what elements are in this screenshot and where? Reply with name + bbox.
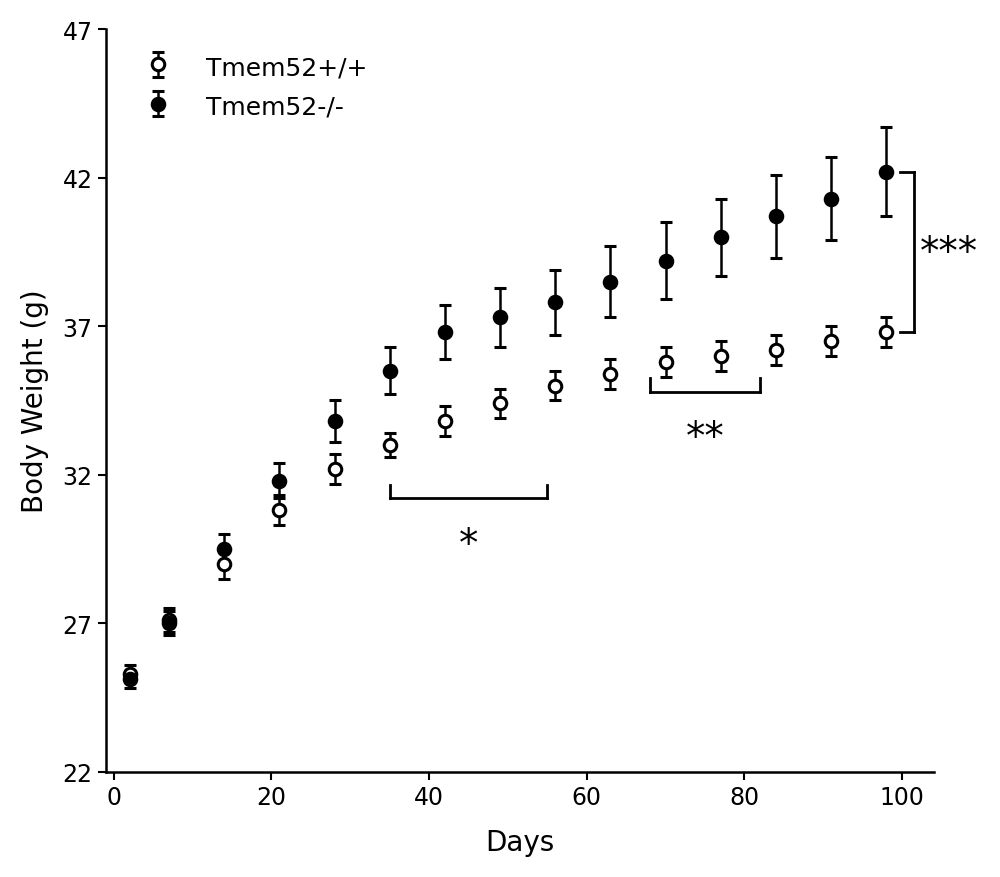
X-axis label: Days: Days: [485, 828, 554, 856]
Text: ***: ***: [920, 234, 978, 272]
Legend: Tmem52+/+, Tmem52-/-: Tmem52+/+, Tmem52-/-: [118, 43, 380, 132]
Text: **: **: [686, 418, 724, 457]
Text: *: *: [459, 525, 478, 564]
Y-axis label: Body Weight (g): Body Weight (g): [21, 289, 49, 513]
